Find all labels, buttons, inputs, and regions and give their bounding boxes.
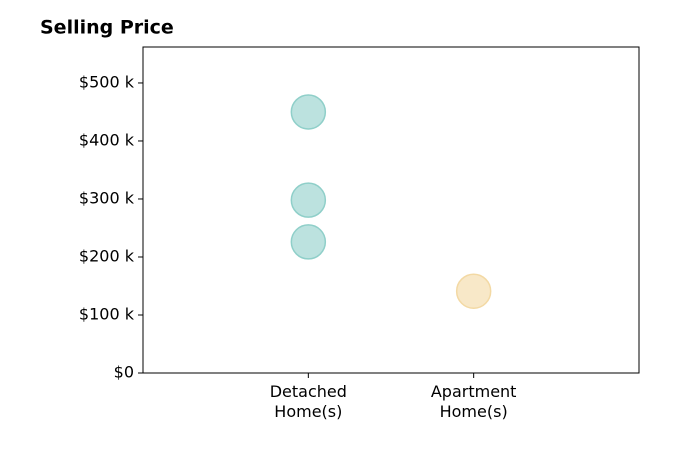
y-tick-label: $100 k bbox=[79, 304, 135, 323]
y-tick-label: $500 k bbox=[79, 72, 135, 91]
point bbox=[290, 94, 327, 130]
chart-title: Selling Price bbox=[40, 17, 174, 39]
x-tick-label: Apartment Home(s) bbox=[430, 382, 517, 421]
point bbox=[290, 182, 327, 218]
y-tick-label: $200 k bbox=[79, 246, 135, 265]
point bbox=[290, 224, 327, 260]
y-tick-label: $400 k bbox=[79, 130, 135, 149]
y-tick-label: $300 k bbox=[79, 188, 135, 207]
y-tick-label: $0 bbox=[114, 363, 134, 382]
x-tick-label: Detached Home(s) bbox=[269, 382, 347, 421]
point bbox=[455, 273, 492, 309]
plot-frame bbox=[142, 46, 640, 374]
